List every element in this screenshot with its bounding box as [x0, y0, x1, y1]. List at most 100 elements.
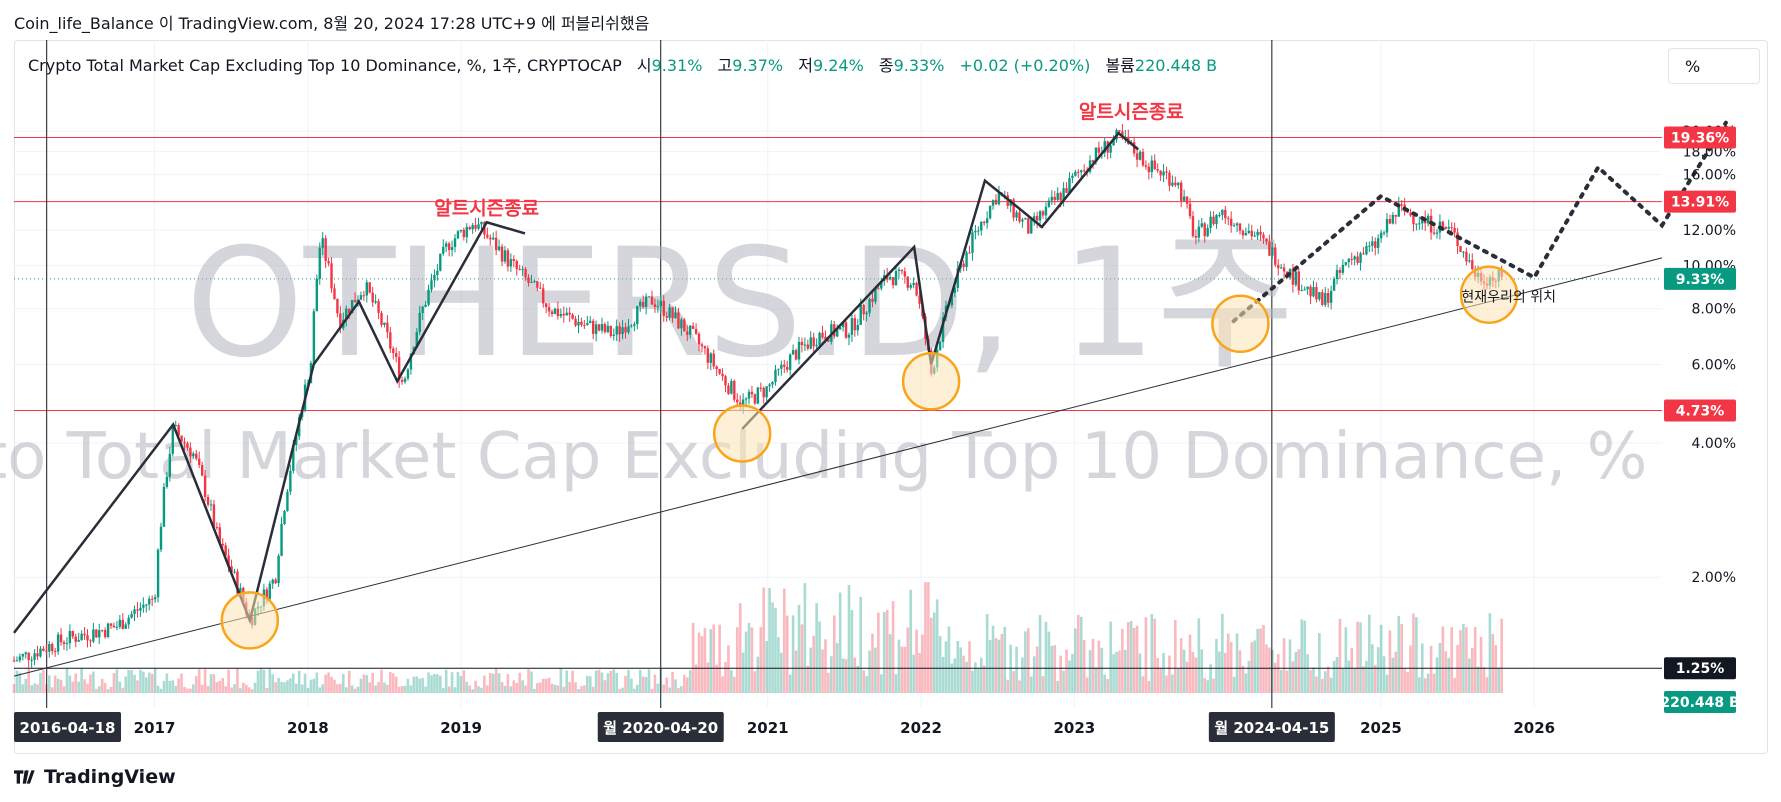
candle-body-201: [603, 323, 607, 333]
candle-body-199: [597, 324, 601, 331]
candle-body-479: [1421, 217, 1424, 224]
candle-body-52: [165, 476, 169, 487]
candle-body-387: [1150, 160, 1153, 173]
volume-bar-353: [1050, 645, 1054, 693]
volume-bar-231: [691, 622, 695, 693]
candle-body-258: [771, 381, 774, 385]
volume-bar-49: [156, 685, 160, 693]
volume-bar-178: [536, 683, 539, 693]
candle-body-394: [1171, 182, 1174, 186]
volume-bar-174: [524, 685, 527, 693]
volume-bar-448: [1329, 677, 1333, 693]
candle-body-213: [639, 301, 642, 307]
footer-brand[interactable]: TradingView: [14, 766, 176, 788]
candle-body-94: [289, 470, 292, 492]
candle-body-347: [1032, 216, 1036, 220]
volume-bar-426: [1265, 644, 1268, 693]
candle-body-455: [1350, 258, 1353, 260]
volume-bar-378: [1124, 649, 1127, 693]
candle-body-195: [586, 323, 589, 325]
candle-body-23: [80, 633, 83, 641]
watermark-subtitle: Crypto Total Market Cap Excluding Top 10…: [0, 420, 1647, 494]
candle-body-364: [1082, 170, 1086, 172]
volume-bar-265: [791, 615, 795, 693]
candle-body-169: [509, 259, 513, 267]
volume-bar-364: [1082, 639, 1086, 693]
volume-bar-103: [315, 672, 319, 693]
grid: [14, 40, 1662, 708]
candle-body-476: [1412, 215, 1415, 225]
volume-bar-351: [1044, 621, 1048, 693]
volume-bar-171: [515, 683, 519, 693]
volume-bar-131: [397, 686, 401, 693]
volume-bar-307: [915, 629, 918, 693]
volume-bar-313: [932, 612, 936, 693]
candle-body-225: [674, 312, 677, 319]
volume-bar-156: [471, 689, 474, 693]
candle-body-344: [1024, 218, 1027, 220]
volume-bar-115: [350, 685, 354, 693]
candle-body-386: [1147, 166, 1151, 173]
price-chart[interactable]: OTHERS.D, 1주 Crypto Total Market Cap Excl…: [0, 0, 1781, 760]
candle-body-438: [1300, 290, 1303, 292]
candle-body-468: [1388, 219, 1392, 224]
volume-bar-402: [1194, 657, 1198, 693]
candle-body-323: [962, 263, 965, 268]
candle-body-474: [1406, 211, 1409, 213]
candle-body-75: [233, 571, 236, 573]
candle-body-122: [371, 292, 374, 303]
volume-bar-247: [738, 603, 742, 693]
volume-bar-326: [971, 670, 974, 693]
candle-body-302: [900, 269, 904, 272]
candle-body-246: [736, 399, 739, 403]
candle-body-346: [1030, 219, 1033, 234]
percent-scale-button[interactable]: %: [1668, 48, 1760, 84]
candle-body-20: [71, 630, 75, 637]
volume-bar-16: [59, 679, 63, 693]
candle-body-439: [1303, 289, 1306, 291]
volume-bar-122: [371, 672, 374, 693]
candle-body-215: [644, 296, 648, 307]
volume-bar-75: [233, 684, 236, 693]
candle-body-260: [777, 368, 780, 370]
x-tick-3: 2021: [747, 719, 789, 737]
volume-bar-362: [1076, 614, 1080, 693]
volume-bar-447: [1326, 666, 1330, 693]
volume-bar-150: [453, 687, 457, 693]
volume-bar-260: [777, 637, 780, 693]
candle-body-234: [700, 344, 704, 347]
volume-bar-238: [712, 624, 716, 693]
candle-body-210: [630, 325, 633, 327]
candle-body-8: [36, 653, 39, 657]
candle-body-393: [1168, 172, 1171, 186]
candle-body-245: [733, 380, 736, 400]
candle-body-68: [212, 504, 216, 527]
candle-body-51: [162, 486, 166, 527]
volume-bar-134: [406, 678, 410, 693]
candle-body-457: [1356, 256, 1359, 263]
candle-body-193: [580, 321, 583, 325]
volume-bar-121: [368, 682, 372, 693]
candle-body-159: [480, 221, 483, 225]
volume-bar-19: [68, 675, 72, 693]
volume-bar-315: [938, 636, 942, 693]
volume-bar-404: [1200, 649, 1204, 693]
volume-bar-107: [327, 672, 330, 693]
candle-body-120: [365, 282, 369, 296]
volume-bar-18: [65, 668, 69, 693]
x-tick-0: 2017: [134, 719, 176, 737]
volume-bar-359: [1068, 660, 1071, 693]
candle-body-43: [139, 607, 142, 611]
volume-bar-194: [583, 685, 586, 693]
volume-bar-316: [941, 656, 945, 693]
volume-bar-341: [1015, 646, 1018, 693]
candle-body-118: [359, 295, 363, 300]
volume-bar-336: [1000, 633, 1004, 693]
volume-bar-480: [1423, 678, 1427, 693]
volume-bar-392: [1165, 675, 1168, 693]
volume-bar-120: [365, 675, 369, 693]
volume-bar-387: [1150, 614, 1154, 693]
volume-bar-232: [694, 664, 698, 693]
candle-body-272: [812, 337, 815, 347]
candle-body-235: [703, 346, 707, 349]
